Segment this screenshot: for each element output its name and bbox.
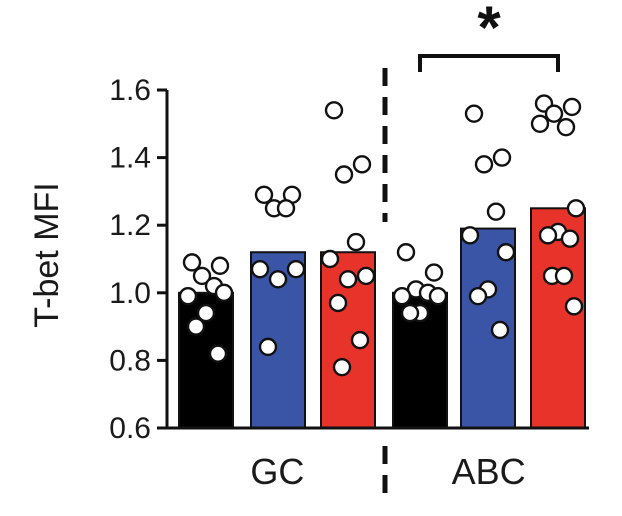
data-point: [210, 256, 230, 275]
group-label-gc: GC: [250, 451, 304, 492]
data-point: [492, 148, 512, 167]
data-point: [324, 101, 344, 120]
data-point: [566, 199, 586, 218]
data-point: [496, 243, 516, 262]
data-point: [332, 357, 352, 377]
y-tick-label: 1.2: [109, 209, 151, 242]
y-tick-label: 0.6: [109, 412, 151, 445]
group-labels: GC ABC: [250, 451, 525, 492]
data-point: [556, 117, 576, 137]
y-tick-label: 0.8: [109, 344, 151, 377]
group-label-abc: ABC: [452, 451, 526, 492]
data-point: [186, 317, 206, 336]
data-point: [320, 249, 340, 269]
data-point: [208, 344, 228, 363]
data-point: [338, 270, 358, 289]
data-point: [276, 199, 296, 218]
y-tick-label: 1.6: [109, 74, 151, 107]
data-point: [350, 330, 370, 350]
data-point: [460, 226, 480, 245]
data-point: [328, 293, 348, 313]
data-point: [486, 202, 506, 221]
data-point: [392, 286, 412, 306]
data-point: [560, 229, 580, 248]
data-point: [268, 270, 288, 289]
data-point: [254, 185, 274, 204]
data-point: [334, 165, 354, 184]
data-point: [356, 266, 376, 286]
data-point: [250, 259, 270, 279]
data-point: [400, 303, 420, 323]
significance-bracket: *: [418, 0, 560, 72]
significance-line: [418, 54, 560, 72]
data-point: [490, 320, 510, 340]
data-point: [564, 297, 584, 316]
data-point: [346, 232, 366, 252]
y-axis: 0.6 0.8 1.0 1.2 1.4 1.6: [109, 74, 589, 445]
data-point: [286, 259, 306, 279]
data-point: [530, 114, 550, 134]
data-point: [424, 263, 444, 282]
data-point: [474, 155, 494, 174]
data-point: [192, 266, 212, 286]
data-point: [396, 243, 416, 262]
significance-star: *: [477, 0, 501, 61]
data-point: [182, 253, 202, 272]
data-point: [352, 155, 372, 174]
data-point: [544, 104, 564, 123]
y-tick-label: 1.4: [109, 142, 151, 175]
y-tick-label: 1.0: [109, 277, 151, 310]
data-point: [538, 226, 558, 245]
data-point: [196, 303, 216, 323]
data-point: [178, 286, 198, 306]
data-point: [468, 286, 488, 306]
data-point: [258, 337, 278, 357]
data-point: [428, 286, 448, 306]
data-point: [554, 266, 574, 286]
points-layer: [178, 94, 586, 377]
data-point: [464, 104, 484, 123]
data-point: [214, 283, 234, 302]
data-point: [562, 97, 582, 117]
bars-layer: [178, 207, 586, 429]
y-axis-title: T-bet MFI: [28, 182, 66, 327]
